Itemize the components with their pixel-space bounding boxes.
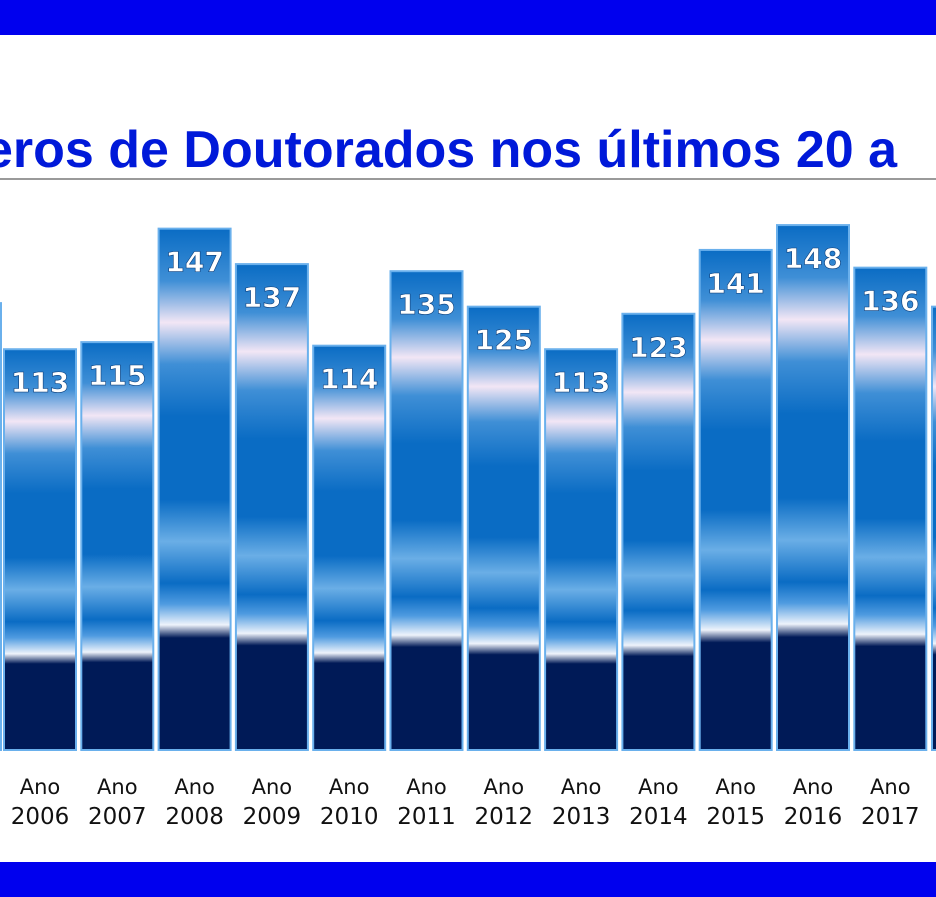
x-tick-label-line1: Ano	[870, 775, 911, 799]
x-tick-label-line1: Ano	[406, 775, 447, 799]
x-tick-label-line1: Ano	[97, 775, 138, 799]
x-tick-label-line2: 2012	[475, 804, 534, 830]
bar-cropped-right	[931, 305, 936, 751]
chart-title: eros de Doutorados nos últimos 20 a	[0, 121, 898, 179]
x-tick-label-line2: 2009	[243, 804, 302, 830]
data-label: 135	[397, 288, 455, 321]
x-tick-label-line2: 2017	[861, 804, 920, 830]
x-tick-label-line1: Ano	[174, 775, 215, 799]
title-underline	[0, 178, 936, 180]
bar-2017	[853, 266, 928, 751]
data-label: 141	[706, 267, 764, 300]
bar-2009	[234, 263, 309, 751]
bar-2007	[80, 341, 155, 751]
x-tick-label-line2: 2007	[88, 804, 147, 830]
x-tick-label-line1: Ano	[20, 775, 61, 799]
top-band	[0, 0, 936, 35]
bar-2006	[3, 348, 77, 751]
data-label: 136	[861, 285, 919, 318]
x-tick-label-line2: 2006	[11, 804, 70, 830]
data-label: 113	[11, 366, 69, 399]
x-tick-label-line2: 2010	[320, 804, 379, 830]
data-label: 137	[243, 281, 301, 314]
bar-2013	[544, 348, 619, 751]
x-tick-label-line2: 2011	[397, 804, 456, 830]
x-tick-label-line1: Ano	[638, 775, 679, 799]
bar-2010	[312, 344, 387, 751]
x-tick-label-line2: 2016	[784, 804, 843, 830]
data-label: 123	[629, 331, 687, 364]
bar-2014	[621, 312, 696, 751]
bottom-band	[0, 862, 936, 897]
bar-2008	[157, 227, 232, 751]
bar-2012	[466, 305, 541, 751]
bar-cropped-left	[0, 302, 2, 751]
data-label: 113	[552, 366, 610, 399]
x-tick-label-line1: Ano	[793, 775, 834, 799]
x-tick-label-line2: 2014	[629, 804, 688, 830]
data-label: 115	[88, 359, 146, 392]
bar-2016	[776, 224, 850, 752]
x-tick-label-line1: Ano	[715, 775, 756, 799]
x-tick-label-line1: Ano	[252, 775, 293, 799]
x-tick-label-line1: Ano	[484, 775, 525, 799]
bar-2011	[389, 270, 464, 751]
data-label: 125	[475, 324, 533, 357]
x-tick-label-line1: Ano	[561, 775, 602, 799]
x-tick-label-line1: Ano	[329, 775, 370, 799]
x-tick-label-line2: 2008	[165, 804, 224, 830]
data-label: 114	[320, 363, 378, 396]
x-tick-label-line2: 2013	[552, 804, 611, 830]
x-tick-label-line2: 2015	[706, 804, 765, 830]
data-label: 147	[165, 246, 223, 279]
bar-2015	[698, 248, 773, 751]
data-label: 148	[784, 242, 842, 275]
